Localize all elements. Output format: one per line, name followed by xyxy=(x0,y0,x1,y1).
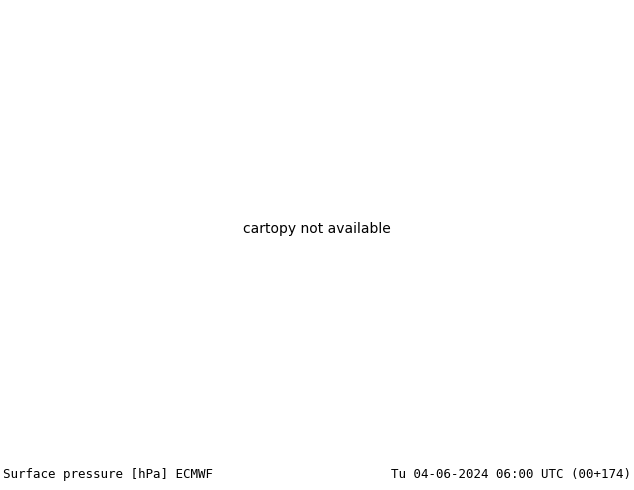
Text: Surface pressure [hPa] ECMWF: Surface pressure [hPa] ECMWF xyxy=(3,467,213,481)
Text: Tu 04-06-2024 06:00 UTC (00+174): Tu 04-06-2024 06:00 UTC (00+174) xyxy=(391,467,631,481)
Text: cartopy not available: cartopy not available xyxy=(243,222,391,236)
